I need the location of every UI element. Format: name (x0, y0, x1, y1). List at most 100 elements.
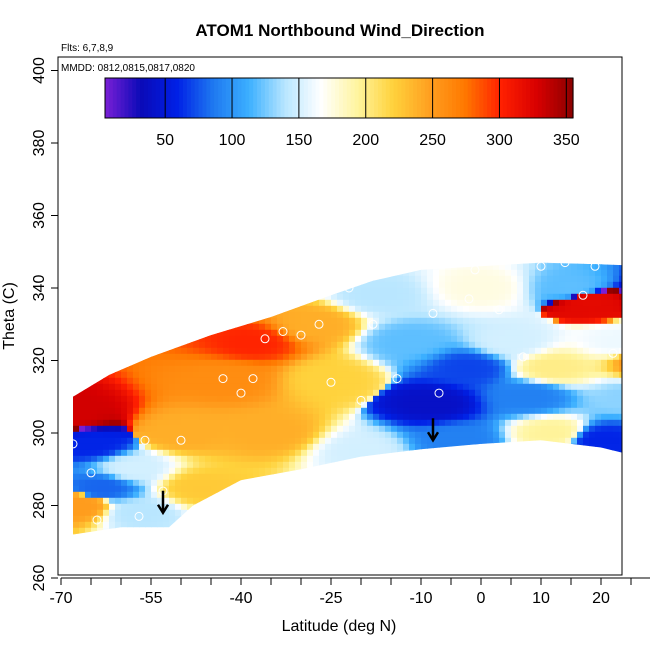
heatmap-cell (331, 407, 338, 415)
heatmap-cell (625, 372, 632, 379)
heatmap-cell (61, 288, 68, 295)
heatmap-cell (175, 443, 182, 451)
heatmap-cell (571, 329, 578, 337)
heatmap-cell (433, 533, 440, 535)
heatmap-cell (397, 401, 404, 409)
heatmap-cell (289, 299, 296, 307)
heatmap-cell (607, 509, 614, 517)
heatmap-cell (85, 455, 92, 463)
heatmap-cell (601, 365, 608, 373)
heatmap-cell (247, 461, 254, 469)
heatmap-cell (73, 419, 74, 427)
heatmap-cell (151, 353, 158, 361)
heatmap-cell (199, 299, 206, 307)
heatmap-cell (241, 527, 248, 535)
heatmap-cell (523, 389, 530, 397)
heatmap-cell (73, 269, 74, 277)
heatmap-cell (517, 521, 524, 529)
heatmap-cell (631, 540, 638, 547)
heatmap-cell (115, 467, 122, 475)
heatmap-cell (463, 281, 470, 289)
heatmap-cell (643, 390, 650, 397)
heatmap-cell (349, 503, 356, 511)
heatmap-cell (493, 491, 500, 499)
heatmap-cell (535, 479, 542, 487)
heatmap-cell (565, 431, 572, 439)
heatmap-cell (565, 359, 572, 367)
heatmap-cell (433, 419, 440, 427)
heatmap-cell (469, 491, 476, 499)
heatmap-cell (181, 323, 188, 331)
heatmap-cell (475, 395, 482, 403)
heatmap-cell (331, 262, 338, 265)
heatmap-cell (379, 347, 386, 355)
heatmap-cell (289, 311, 296, 319)
heatmap-cell (559, 515, 566, 523)
heatmap-cell (301, 269, 308, 277)
heatmap-cell (91, 449, 98, 457)
heatmap-cell (103, 335, 110, 343)
heatmap-cell (319, 365, 326, 373)
heatmap-cell (247, 467, 254, 475)
heatmap-cell (343, 515, 350, 523)
heatmap-cell (121, 497, 128, 505)
heatmap-cell (457, 287, 464, 295)
heatmap-cell (523, 395, 530, 403)
heatmap-cell (91, 305, 98, 313)
heatmap-cell (187, 503, 194, 511)
heatmap-cell (223, 521, 230, 529)
heatmap-cell (169, 269, 176, 277)
heatmap-cell (139, 311, 146, 319)
heatmap-cell (211, 335, 218, 343)
heatmap-cell (97, 503, 104, 511)
heatmap-cell (481, 347, 488, 355)
heatmap-cell (139, 419, 146, 427)
heatmap-cell (313, 377, 320, 385)
heatmap-cell (265, 329, 272, 337)
heatmap-cell (193, 473, 200, 481)
heatmap-cell (247, 485, 254, 493)
heatmap-cell (583, 281, 590, 289)
heatmap-cell (547, 443, 554, 451)
heatmap-cell (589, 335, 596, 343)
heatmap-cell (547, 473, 554, 481)
heatmap-cell (475, 407, 482, 415)
heatmap-cell (415, 407, 422, 415)
heatmap-cell (349, 293, 356, 301)
heatmap-cell (127, 359, 134, 367)
heatmap-cell (541, 425, 548, 433)
heatmap-cell (301, 413, 308, 421)
heatmap-cell (265, 540, 272, 547)
heatmap-cell (97, 431, 104, 439)
heatmap-cell (163, 419, 170, 427)
heatmap-cell (259, 371, 266, 379)
heatmap-cell (217, 341, 224, 349)
heatmap-cell (283, 431, 290, 439)
heatmap-cell (73, 467, 74, 475)
heatmap-cell (577, 389, 584, 397)
heatmap-cell (277, 491, 284, 499)
heatmap-cell (565, 401, 572, 409)
heatmap-cell (613, 431, 620, 439)
heatmap-cell (211, 449, 218, 457)
heatmap-cell (175, 540, 182, 547)
heatmap-cell (475, 335, 482, 343)
heatmap-cell (415, 365, 422, 373)
heatmap-cell (463, 521, 470, 529)
heatmap-cell (73, 287, 74, 295)
heatmap-cell (127, 347, 134, 355)
heatmap-cell (571, 491, 578, 499)
heatmap-cell (115, 389, 122, 397)
heatmap-cell (217, 497, 224, 505)
heatmap-cell (373, 431, 380, 439)
heatmap-cell (439, 407, 446, 415)
heatmap-cell (337, 281, 344, 289)
heatmap-cell (97, 262, 104, 265)
heatmap-cell (367, 383, 374, 391)
heatmap-cell (133, 425, 140, 433)
heatmap-cell (571, 281, 578, 289)
heatmap-cell (127, 383, 134, 391)
heatmap-cell (187, 413, 194, 421)
heatmap-cell (541, 252, 548, 259)
heatmap-cell (403, 281, 410, 289)
